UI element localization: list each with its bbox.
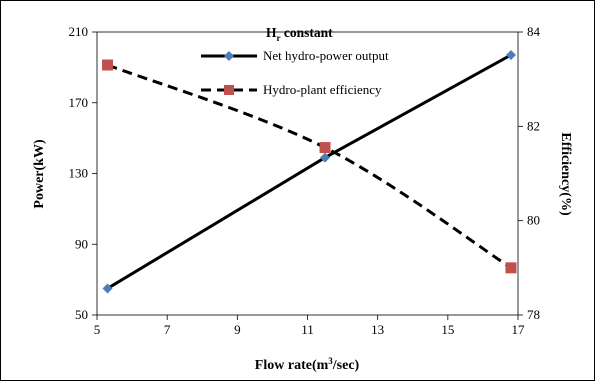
y-axis-title-right: Efficiency(%) — [558, 132, 573, 216]
legend-marker-efficiency — [224, 85, 234, 95]
y-right-tick-label: 78 — [527, 307, 540, 322]
y-right-tick-label: 84 — [527, 24, 541, 39]
y-left-tick-label: 130 — [69, 166, 89, 181]
axis-tick-labels: 5 7 9 11 13 15 17 50 90 130 170 210 78 80 82 84 — [69, 24, 541, 337]
plot-area — [96, 31, 519, 316]
y-left-tick-label: 90 — [75, 236, 88, 251]
x-tick-label: 7 — [164, 322, 171, 337]
data-point-efficiency — [102, 59, 114, 71]
data-point-power — [102, 283, 113, 294]
x-tick-label: 9 — [234, 322, 241, 337]
y-left-tick-label: 210 — [69, 24, 89, 39]
legend-label-efficiency: Hydro-plant efficiency — [263, 82, 382, 97]
axis-ticks — [92, 31, 523, 320]
x-tick-label: 5 — [94, 322, 101, 337]
x-tick-label: 11 — [301, 322, 314, 337]
data-point-power — [505, 49, 516, 60]
legend-marker-power — [224, 51, 234, 61]
data-point-power — [320, 152, 331, 163]
data-point-efficiency — [505, 262, 517, 274]
legend-label-power: Net hydro-power output — [263, 48, 389, 63]
data-point-efficiency — [319, 142, 331, 154]
x-tick-label: 13 — [371, 322, 384, 337]
y-axis-title-left: Power(kW) — [32, 139, 47, 209]
x-tick-label: 17 — [512, 322, 526, 337]
x-tick-label: 15 — [441, 322, 454, 337]
chart-title: Hr constant — [266, 25, 333, 43]
y-right-tick-label: 80 — [527, 213, 540, 228]
series-layer — [102, 49, 517, 294]
legend: Net hydro-power output Hydro-plant effic… — [201, 48, 389, 97]
y-left-tick-label: 50 — [75, 307, 88, 322]
y-left-tick-label: 170 — [69, 95, 89, 110]
x-axis-title: Flow rate(m3/sec) — [255, 356, 360, 373]
y-right-tick-label: 82 — [527, 118, 540, 133]
